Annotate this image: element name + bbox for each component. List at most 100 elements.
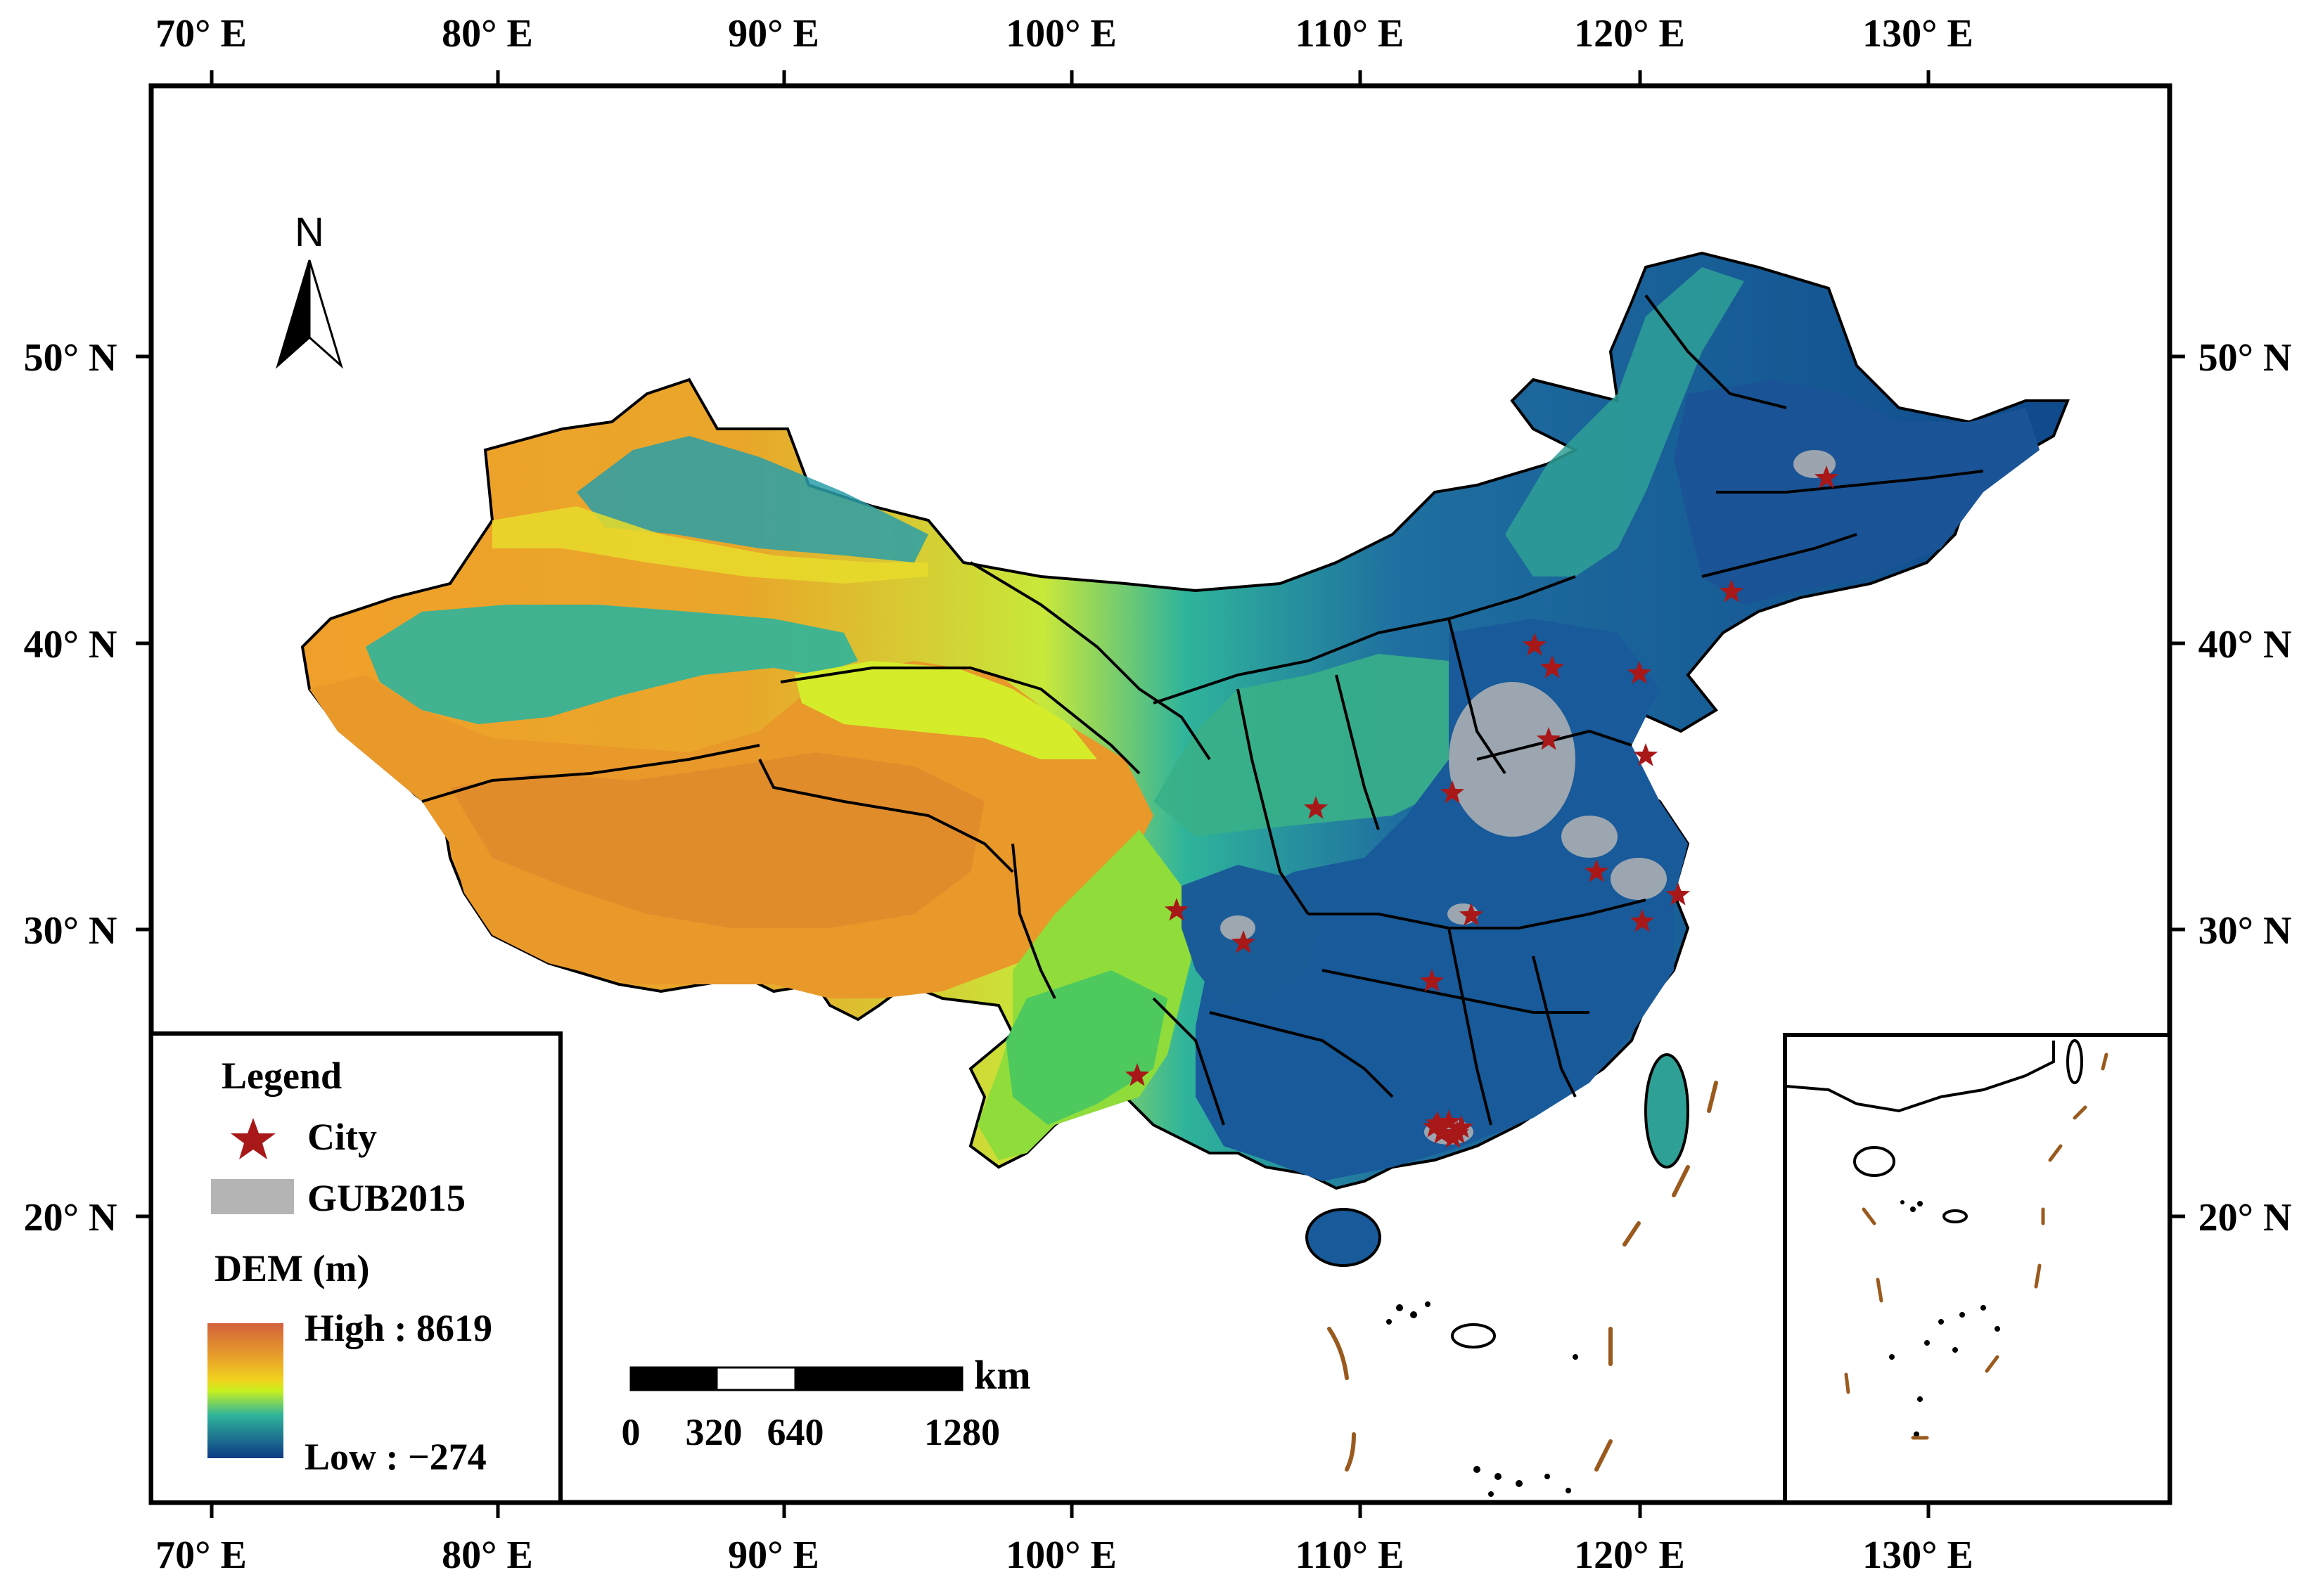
city-star	[1440, 780, 1465, 804]
tibet-plateau-high	[450, 752, 985, 928]
city-star	[1630, 909, 1655, 932]
label-left-20: 20° N	[24, 1196, 117, 1240]
inset-dash	[1862, 1207, 1876, 1225]
inset-taiwan	[2066, 1039, 2083, 1084]
inset-island-dot	[1959, 1312, 1965, 1318]
inset-island-dot	[1914, 1431, 1919, 1437]
city-star	[1627, 661, 1652, 684]
hainan-island	[1305, 1208, 1381, 1267]
legend: Legend City GUB2015 DEM (m) High : 8619 …	[149, 1031, 563, 1505]
label-top-70: 70° E	[155, 12, 247, 56]
legend-city-label: City	[307, 1116, 377, 1158]
inset-dash-line	[1844, 1053, 2108, 1440]
gub-jiangsu	[1561, 816, 1618, 858]
inset-island-dot	[1938, 1319, 1944, 1325]
northeast-plain	[1674, 380, 2040, 605]
label-left-30: 30° N	[24, 909, 117, 953]
north-arrow: N	[276, 210, 343, 369]
border-guangxi-guizhou	[1209, 1011, 1394, 1098]
tarim-basin	[366, 605, 858, 724]
border-yunnan-guizhou	[1152, 997, 1225, 1126]
scale-seg-3	[794, 1366, 964, 1391]
border-central-east	[1308, 899, 1646, 929]
island-dot	[1544, 1474, 1550, 1479]
dash-segment	[1672, 1165, 1690, 1197]
city-star	[1425, 1111, 1450, 1134]
label-top-130: 130° E	[1862, 12, 1973, 56]
north-arrow-icon	[276, 259, 343, 369]
legend-gub-label: GUB2015	[307, 1177, 466, 1219]
city-star	[1419, 969, 1445, 992]
gub-north-china-plain	[1449, 682, 1575, 837]
border-qinghai-north	[780, 667, 1141, 775]
city-star	[1539, 655, 1565, 678]
city-star	[1164, 898, 1189, 921]
city-markers	[1125, 465, 1839, 1148]
label-bottom-70: 70° E	[155, 1533, 247, 1577]
legend-title: Legend	[222, 1055, 342, 1097]
label-bottom-80: 80° E	[442, 1533, 533, 1577]
inset-island	[1942, 1209, 1968, 1223]
city-star	[1436, 1109, 1461, 1133]
inset-island-dot	[1900, 1200, 1905, 1204]
scale-label-0: 0	[622, 1411, 641, 1453]
inset-island-dot	[1980, 1305, 1986, 1311]
china-landmass	[300, 251, 2070, 1267]
dash-segment	[1327, 1327, 1349, 1380]
gub-yangtze-delta	[1611, 858, 1667, 900]
inset-hainan	[1853, 1146, 1895, 1177]
yunnan-green	[1006, 970, 1167, 1125]
island-dot	[1425, 1301, 1430, 1307]
inset-island-dot	[1924, 1340, 1930, 1346]
city-star	[1231, 930, 1256, 953]
inset-islands	[1889, 1200, 2000, 1437]
city-star	[1633, 743, 1658, 766]
scale-seg-1	[629, 1366, 718, 1391]
inset-island-dot	[1995, 1326, 2000, 1332]
border-northeast	[1701, 533, 1857, 578]
scale-label-1280: 1280	[924, 1411, 1000, 1453]
gub-chengdu	[1220, 915, 1255, 941]
legend-dem-colorbar	[207, 1323, 283, 1458]
label-right-40: 40° N	[2198, 623, 2292, 667]
label-right-50: 50° N	[2198, 336, 2292, 380]
city-star	[1429, 1121, 1454, 1144]
city-star	[1522, 633, 1547, 656]
border-shandong	[1476, 729, 1632, 761]
legend-dem-title: DEM (m)	[215, 1247, 369, 1289]
city-star	[1303, 796, 1329, 819]
border-khingan	[1644, 294, 1787, 409]
province-boundaries	[421, 294, 1984, 1126]
label-top-80: 80° E	[442, 12, 533, 56]
island-dot	[1410, 1311, 1417, 1318]
label-bottom-120: 120° E	[1574, 1533, 1685, 1577]
city-star	[1125, 1063, 1150, 1086]
loess-plateau	[1153, 654, 1463, 837]
inset-island-dot	[1889, 1354, 1895, 1360]
label-bottom-130: 130° E	[1862, 1533, 1973, 1577]
inset-island-dot	[1910, 1206, 1916, 1212]
label-right-20: 20° N	[2198, 1196, 2292, 1240]
inset-dash	[1844, 1372, 1850, 1394]
inset-dash	[1985, 1355, 1999, 1373]
border-qinghai-tibet	[758, 759, 1014, 873]
island-dot	[1396, 1304, 1403, 1311]
north-arrow-label: N	[295, 210, 324, 255]
north-arrow-right-half	[308, 259, 343, 369]
qaidam-basin	[795, 661, 1097, 759]
taiwan-island	[1644, 1053, 1689, 1169]
label-bottom-100: 100° E	[1006, 1533, 1117, 1577]
border-hunan-jiangxi	[1447, 927, 1492, 1126]
label-bottom-110: 110° E	[1295, 1533, 1404, 1577]
scale-unit: km	[974, 1352, 1031, 1398]
label-top-90: 90° E	[728, 12, 819, 56]
label-left-50: 50° N	[24, 336, 117, 380]
south-china-sea-features	[1327, 1081, 1718, 1497]
island-dot	[1473, 1466, 1480, 1473]
label-bottom-90: 90° E	[728, 1533, 819, 1577]
island-dot	[1386, 1319, 1392, 1325]
island-dot	[1573, 1354, 1578, 1360]
scale-bar: km 0 320 640 1280	[622, 1352, 1031, 1453]
border-jiangxi-fujian	[1532, 955, 1577, 1098]
